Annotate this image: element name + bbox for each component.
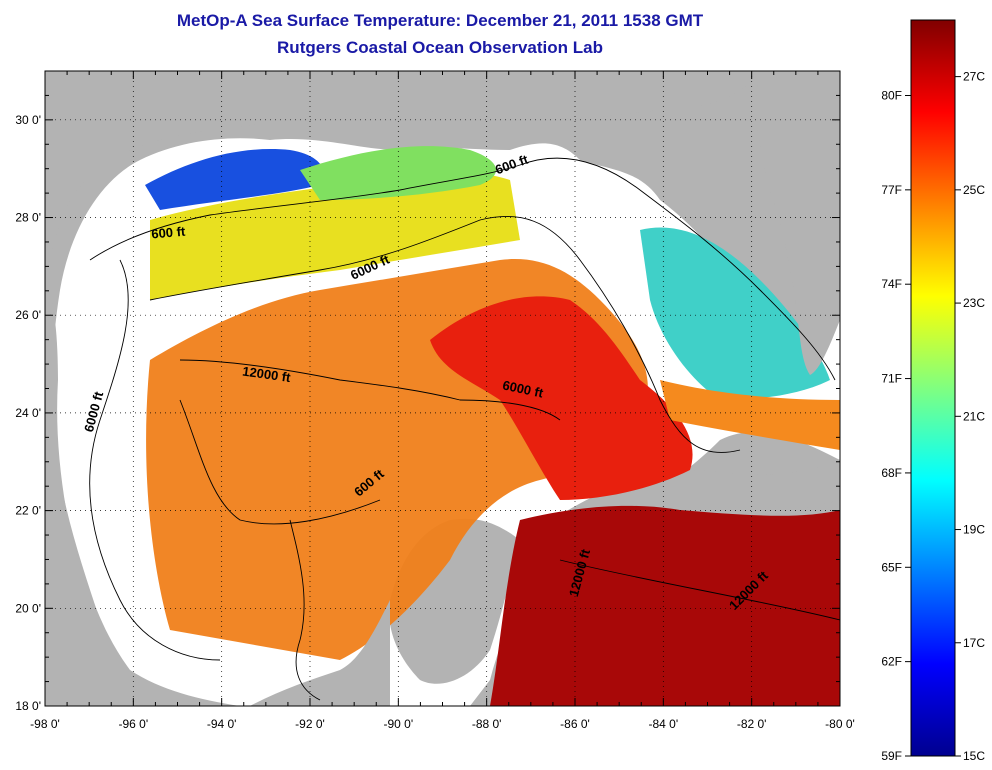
sst-swath-yellow bbox=[150, 172, 520, 300]
colorbar: 59F 62F 65F 68F 71F 74F 77F 80F 15C 17C 19C 21C 23C… bbox=[881, 19, 985, 763]
cbar-label-c: 17C bbox=[963, 636, 985, 650]
cbar-label-f: 59F bbox=[881, 749, 902, 763]
cbar-label-f: 74F bbox=[881, 277, 902, 291]
north-coast-land bbox=[45, 71, 760, 280]
cbar-label-f: 80F bbox=[881, 88, 902, 102]
cbar-label-f: 62F bbox=[881, 655, 902, 669]
cbar-label-c: 23C bbox=[963, 296, 985, 310]
y-tick-label: 26 0' bbox=[15, 308, 41, 322]
cbar-label-f: 71F bbox=[881, 372, 902, 386]
sst-swath-green bbox=[300, 146, 497, 200]
bathymetry-contours bbox=[89, 157, 840, 701]
x-tick-label: -80 0' bbox=[825, 717, 855, 731]
mexico-land bbox=[45, 280, 240, 706]
map-title: MetOp-A Sea Surface Temperature: Decembe… bbox=[176, 11, 704, 30]
campeche-land bbox=[250, 600, 390, 706]
colorbar-ramp bbox=[910, 19, 956, 757]
map-grid bbox=[45, 71, 840, 706]
sst-swath-red bbox=[430, 296, 693, 500]
y-tick-label: 18 0' bbox=[15, 699, 41, 713]
sst-swath-darkred bbox=[490, 505, 840, 706]
cbar-label-c: 27C bbox=[963, 70, 985, 84]
florida-land bbox=[755, 71, 840, 375]
sst-swath-orange-east bbox=[660, 380, 840, 450]
cbar-label-c: 15C bbox=[963, 749, 985, 763]
sst-swath-blue bbox=[145, 149, 324, 210]
x-tick-label: -96 0' bbox=[119, 717, 149, 731]
x-tick-label: -86 0' bbox=[560, 717, 590, 731]
cbar-label-f: 77F bbox=[881, 183, 902, 197]
y-tick-label: 20 0' bbox=[15, 601, 41, 615]
x-tick-label: -92 0' bbox=[295, 717, 325, 731]
cbar-label-c: 19C bbox=[963, 523, 985, 537]
contour-cayman bbox=[559, 559, 840, 621]
contour-6000ft bbox=[89, 215, 741, 661]
cbar-label-f: 65F bbox=[881, 560, 902, 574]
contour-600ft-north bbox=[89, 157, 836, 381]
colorbar-celsius-labels: 15C 17C 19C 21C 23C 25C 27C bbox=[955, 70, 985, 763]
map-subtitle: Rutgers Coastal Ocean Observation Lab bbox=[277, 38, 603, 57]
contour-600ft-yucatan bbox=[289, 519, 321, 701]
x-tick-label: -84 0' bbox=[649, 717, 679, 731]
y-tick-label: 22 0' bbox=[15, 504, 41, 518]
y-tick-label: 30 0' bbox=[15, 113, 41, 127]
contour-12000ft bbox=[179, 359, 561, 525]
cbar-label-c: 21C bbox=[963, 409, 985, 423]
x-tick-label: -82 0' bbox=[737, 717, 767, 731]
y-tick-label: 24 0' bbox=[15, 406, 41, 420]
cbar-label-c: 25C bbox=[963, 183, 985, 197]
cbar-label-f: 68F bbox=[881, 466, 902, 480]
y-axis: 18 0' 20 0' 22 0' 24 0' 26 0' 28 0' 30 0' bbox=[15, 70, 840, 713]
x-tick-label: -88 0' bbox=[472, 717, 502, 731]
contour-label: 600 ft bbox=[151, 224, 187, 242]
sst-swath-cyan bbox=[640, 227, 830, 400]
y-tick-label: 28 0' bbox=[15, 211, 41, 225]
contour-label: 12000 ft bbox=[241, 363, 292, 385]
x-tick-label: -94 0' bbox=[207, 717, 237, 731]
colorbar-fahrenheit-labels: 59F 62F 65F 68F 71F 74F 77F 80F bbox=[881, 88, 911, 763]
x-tick-label: -98 0' bbox=[30, 717, 60, 731]
x-tick-label: -90 0' bbox=[384, 717, 414, 731]
x-axis: -98 0' -96 0' -94 0' -92 0' -90 0' -88 0' -86 … bbox=[30, 71, 855, 731]
